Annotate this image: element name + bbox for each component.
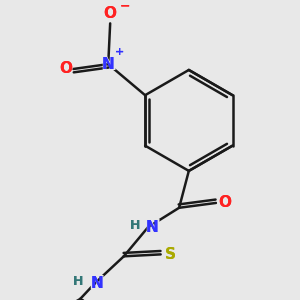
Text: +: +	[115, 47, 124, 57]
Text: N: N	[146, 220, 158, 235]
Text: O: O	[59, 61, 72, 76]
Text: H: H	[73, 275, 83, 288]
Text: H: H	[130, 219, 140, 232]
Text: O: O	[216, 194, 233, 212]
Text: O: O	[57, 59, 74, 79]
Text: H: H	[73, 275, 83, 288]
Text: N: N	[102, 57, 115, 72]
Text: N: N	[100, 55, 116, 74]
Text: N: N	[144, 218, 160, 237]
Text: N: N	[90, 276, 103, 291]
Text: O: O	[104, 6, 117, 21]
Text: O: O	[59, 61, 72, 76]
Text: N: N	[90, 276, 103, 291]
Text: N: N	[146, 220, 158, 235]
Text: S: S	[164, 245, 177, 264]
Text: O: O	[218, 195, 231, 210]
Text: −: −	[120, 0, 130, 12]
Text: S: S	[165, 247, 176, 262]
Text: N: N	[102, 57, 115, 72]
Text: O: O	[218, 195, 231, 210]
Text: H: H	[130, 219, 140, 232]
Text: O: O	[102, 4, 119, 23]
Text: S: S	[165, 247, 176, 262]
Text: −: −	[120, 0, 130, 12]
Text: N: N	[88, 274, 105, 293]
Text: +: +	[115, 47, 124, 57]
Text: O: O	[104, 6, 117, 21]
